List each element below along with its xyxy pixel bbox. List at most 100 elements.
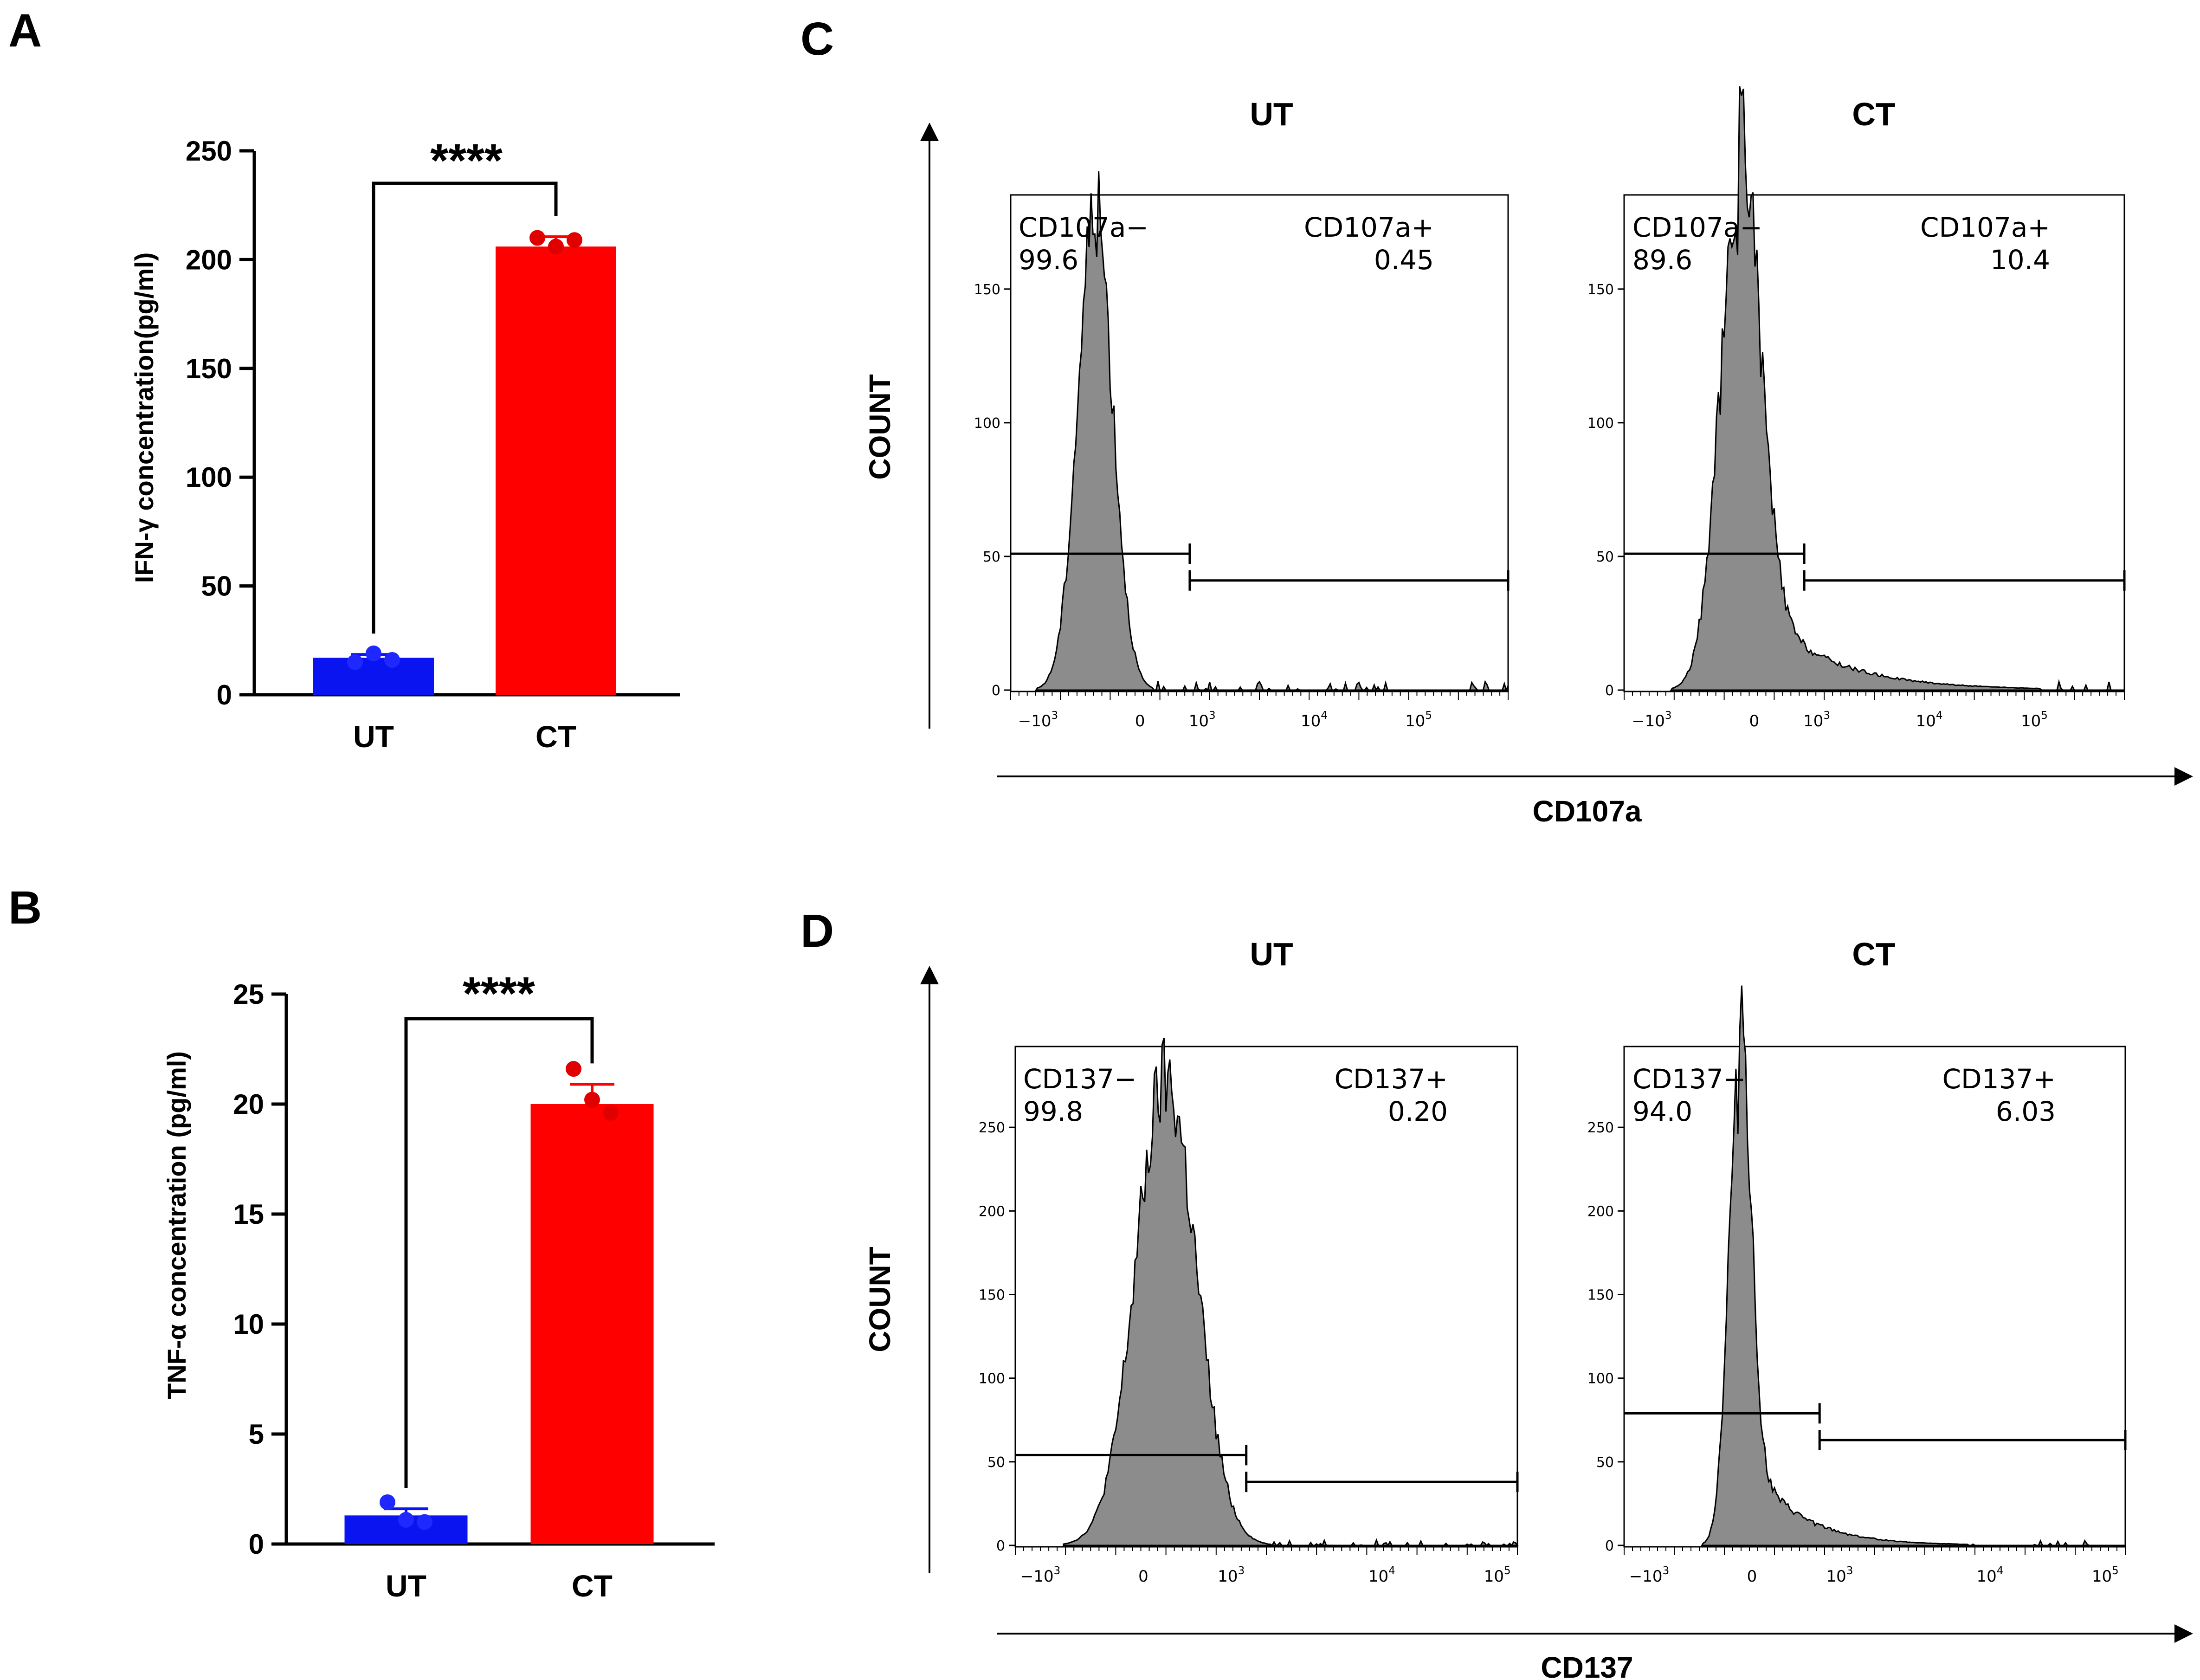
panel-label-a: A — [8, 5, 42, 57]
y-tick-label: 50 — [987, 1454, 1005, 1471]
x-tick-label: 104 — [1368, 1565, 1395, 1586]
y-tick-label: 100 — [1587, 415, 1614, 432]
panel-label-b: B — [8, 882, 42, 934]
data-point-ct — [529, 230, 545, 246]
flow-histogram-d: COUNT CD137 UT 0 50 100 150 200 250 −103 0 103 1… — [863, 936, 2193, 1680]
x-tick-label: −103 — [1020, 1565, 1060, 1586]
panel-label-d: D — [800, 905, 834, 957]
data-point-ut — [384, 652, 400, 668]
y-tick-label: 0 — [992, 683, 1000, 699]
y-tick-label: 200 — [979, 1203, 1005, 1220]
x-tick-label: 0 — [1749, 712, 1759, 730]
flow-c-ct-gate-neg-label: CD107a− — [1632, 212, 1762, 243]
bar-chart-a-y-tick-label: 100 — [186, 462, 232, 493]
panel-label-c: C — [800, 13, 834, 65]
flow-d-ct-gate-neg-value: 94.0 — [1632, 1096, 1692, 1127]
bar-chart-b-y-tick-label: 20 — [233, 1089, 264, 1120]
data-point-ut — [398, 1512, 414, 1528]
flow-c-ct-gate-pos-label: CD107a+ — [1920, 212, 2050, 243]
x-tick-label: 103 — [1803, 710, 1830, 730]
flow-d-ut-gate-neg-value: 99.8 — [1023, 1096, 1083, 1127]
flow-histogram-c: COUNT CD107a UT 0 50 100 150 −103 0 103 104 105… — [863, 86, 2193, 828]
y-tick-label: 0 — [1605, 683, 1614, 699]
flow-c-ct-title: CT — [1852, 96, 1895, 132]
flow-c-ut-histogram — [1034, 171, 1509, 692]
flow-c-ut-gate-pos-value: 0.45 — [1374, 244, 1434, 276]
flow-c-ut-gate-neg-value: 99.6 — [1019, 244, 1078, 276]
flow-c-ct-gate-neg-value: 89.6 — [1632, 244, 1692, 276]
bar-chart-a: IFN-γ concentration(pg/ml) 0 50 100 150 200 2… — [129, 135, 680, 754]
flow-d-ct-gate-pos-value: 6.03 — [1996, 1096, 2056, 1127]
bar-chart-b-y-tick-label: 25 — [233, 979, 264, 1010]
data-point-ct — [567, 232, 582, 248]
flow-d-ct-gate-neg-label: CD137− — [1632, 1063, 1746, 1095]
x-tick-label: −103 — [1629, 1565, 1669, 1586]
bar-chart-b-significance-bracket — [404, 1017, 594, 1488]
x-tick-label: 105 — [1484, 1565, 1511, 1586]
y-tick-label: 100 — [974, 415, 1000, 432]
x-tick-label: 105 — [2092, 1565, 2119, 1586]
flow-d-ut-histogram — [1063, 1038, 1519, 1547]
bar-chart-b-significance: **** — [463, 968, 535, 1020]
flow-d-ct-gate-pos-label: CD137+ — [1942, 1063, 2056, 1095]
data-point-ct — [548, 239, 564, 255]
data-point-ut — [380, 1494, 395, 1510]
flow-d-ut-title: UT — [1250, 936, 1293, 972]
bar-chart-b-y-tick-label: 5 — [249, 1419, 264, 1450]
x-tick-label: 105 — [2021, 710, 2048, 730]
bar-chart-b-y-tick-label: 10 — [233, 1309, 264, 1340]
flow-d-x-label: CD137 — [1541, 1651, 1633, 1680]
flow-d-y-label: COUNT — [863, 1247, 897, 1352]
bar-chart-b-y-tick-label: 0 — [249, 1529, 264, 1560]
bar-chart-a-y-tick-label: 50 — [201, 571, 232, 602]
x-tick-label: 0 — [1747, 1567, 1757, 1586]
bar-chart-a-category-ut: UT — [353, 719, 394, 754]
y-tick-label: 150 — [974, 282, 1000, 298]
y-tick-label: 150 — [979, 1287, 1005, 1303]
flow-d-ct-histogram — [1701, 985, 2125, 1546]
y-tick-label: 150 — [1587, 282, 1614, 298]
bar-ut — [313, 658, 434, 695]
flow-c-ct-histogram — [1670, 86, 2124, 691]
y-tick-label: 250 — [979, 1120, 1005, 1136]
flow-c-ut-title: UT — [1250, 96, 1293, 132]
y-tick-label: 150 — [1587, 1287, 1614, 1303]
bar-chart-a-y-tick-label: 0 — [217, 679, 232, 711]
x-tick-label: 103 — [1218, 1565, 1245, 1586]
bar-chart-a-y-tick-label: 200 — [186, 244, 232, 275]
x-tick-label: 104 — [1916, 710, 1943, 730]
data-point-ut — [417, 1514, 432, 1530]
bar-ct — [496, 246, 616, 695]
x-tick-label: −103 — [1018, 710, 1058, 730]
x-tick-label: 0 — [1135, 712, 1145, 730]
flow-d-ut-gate-pos-value: 0.20 — [1388, 1096, 1448, 1127]
data-point-ct — [603, 1105, 619, 1121]
bar-chart-a-significance-bracket — [372, 181, 558, 634]
data-point-ut — [347, 654, 363, 670]
y-tick-label: 50 — [983, 549, 1000, 565]
bar-chart-a-significance: **** — [430, 135, 503, 187]
flow-c-ct-gate-pos-value: 10.4 — [1990, 244, 2050, 276]
bar-chart-b: TNF-α concentration (pg/ml) 0 5 10 15 20 25 *… — [162, 968, 715, 1603]
data-point-ct — [566, 1061, 581, 1077]
bar-chart-a-y-tick-label: 250 — [186, 136, 232, 167]
x-tick-label: 103 — [1189, 710, 1216, 730]
x-tick-label: 104 — [1976, 1565, 2003, 1586]
flow-d-ut-gate-pos-label: CD137+ — [1335, 1063, 1448, 1095]
bar-chart-a-y-tick-label: 150 — [186, 353, 232, 384]
y-tick-label: 100 — [979, 1371, 1005, 1387]
bar-ct — [530, 1104, 654, 1544]
y-tick-label: 200 — [1587, 1203, 1614, 1220]
x-tick-label: 103 — [1826, 1565, 1853, 1586]
y-tick-label: 50 — [1596, 1454, 1614, 1471]
x-tick-label: 105 — [1405, 710, 1432, 730]
data-point-ct — [584, 1092, 600, 1108]
y-tick-label: 50 — [1596, 549, 1614, 565]
data-point-ut — [366, 645, 381, 661]
flow-c-x-label: CD107a — [1533, 795, 1642, 828]
bar-chart-b-y-label: TNF-α concentration (pg/ml) — [162, 1051, 191, 1399]
flow-c-ut-gate-neg-label: CD107a− — [1019, 212, 1148, 243]
y-tick-label: 250 — [1587, 1120, 1614, 1136]
x-tick-label: 104 — [1301, 710, 1328, 730]
y-tick-label: 0 — [1605, 1538, 1614, 1554]
